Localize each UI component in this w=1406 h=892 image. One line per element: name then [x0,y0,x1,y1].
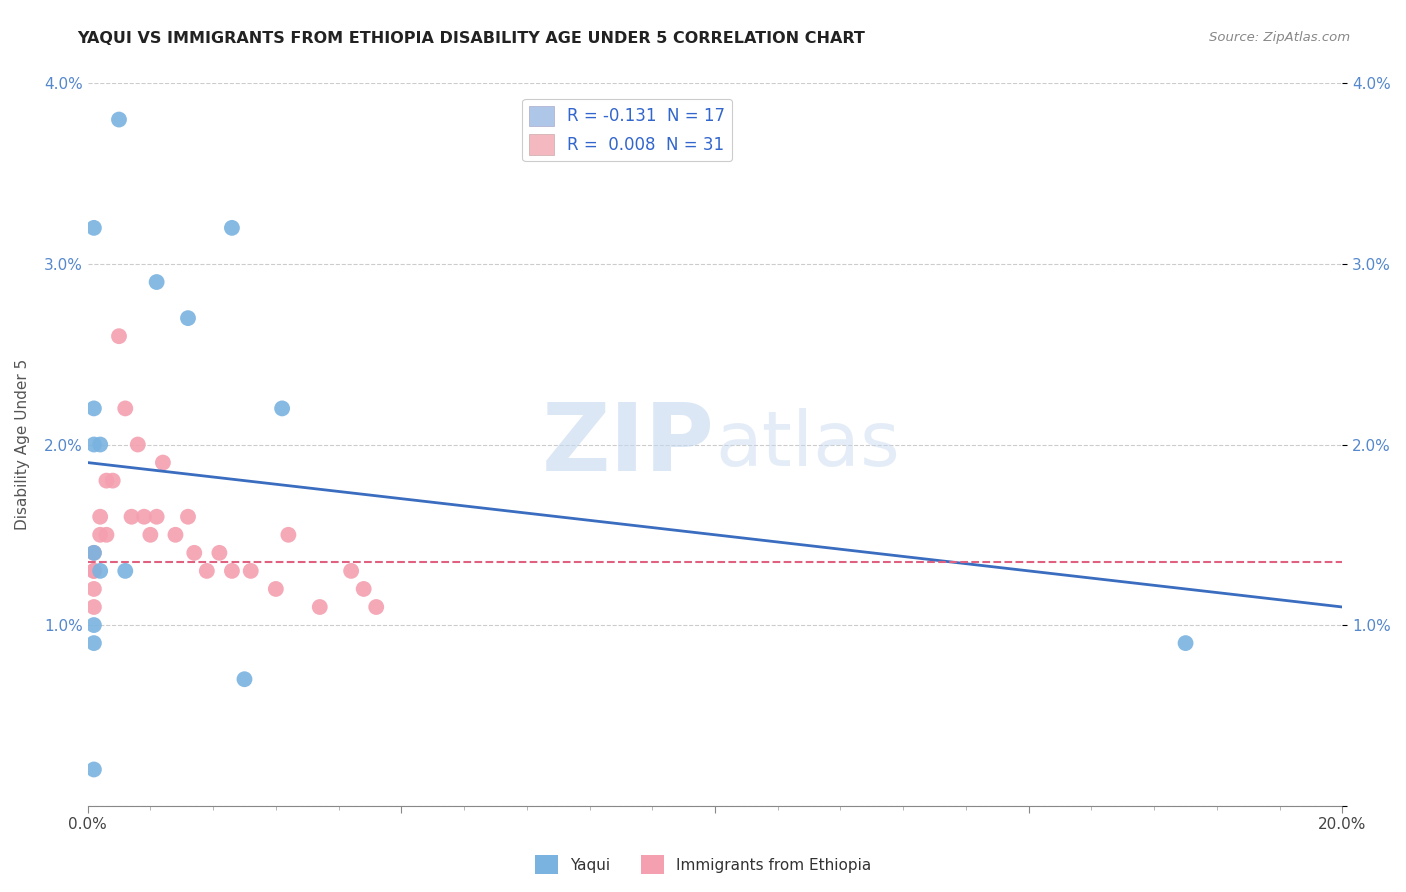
Point [195,564,218,578]
Point [271,401,294,416]
Point [183,546,205,560]
Point [177,509,200,524]
Point [96,474,118,488]
Point [208,546,231,560]
Point [308,599,330,614]
Point [165,528,187,542]
Text: Source: ZipAtlas.com: Source: ZipAtlas.com [1209,31,1350,45]
Point [353,582,375,596]
Point [1174,636,1197,650]
Point [114,401,136,416]
Legend: R = -0.131  N = 17, R =  0.008  N = 31: R = -0.131 N = 17, R = 0.008 N = 31 [523,99,733,161]
Point [83,582,105,596]
Point [127,437,149,451]
Point [121,509,143,524]
Point [152,456,174,470]
Point [83,220,105,235]
Point [145,509,167,524]
Text: atlas: atlas [716,408,900,482]
Point [233,672,256,686]
Point [221,220,243,235]
Point [101,474,124,488]
Text: YAQUI VS IMMIGRANTS FROM ETHIOPIA DISABILITY AGE UNDER 5 CORRELATION CHART: YAQUI VS IMMIGRANTS FROM ETHIOPIA DISABI… [77,31,865,46]
Point [83,636,105,650]
Point [96,528,118,542]
Point [221,564,243,578]
Point [83,763,105,777]
Point [83,599,105,614]
Legend: Yaqui, Immigrants from Ethiopia: Yaqui, Immigrants from Ethiopia [529,849,877,880]
Point [114,564,136,578]
Point [83,546,105,560]
Y-axis label: Disability Age Under 5: Disability Age Under 5 [15,359,30,530]
Point [83,437,105,451]
Point [83,401,105,416]
Point [277,528,299,542]
Point [139,528,162,542]
Point [83,564,105,578]
Point [83,564,105,578]
Text: ZIP: ZIP [543,399,716,491]
Point [89,528,111,542]
Point [89,509,111,524]
Point [177,311,200,326]
Point [83,618,105,632]
Point [108,112,131,127]
Point [83,546,105,560]
Point [132,509,155,524]
Point [108,329,131,343]
Point [340,564,363,578]
Point [366,599,388,614]
Point [239,564,262,578]
Point [89,564,111,578]
Point [145,275,167,289]
Point [89,437,111,451]
Point [264,582,287,596]
